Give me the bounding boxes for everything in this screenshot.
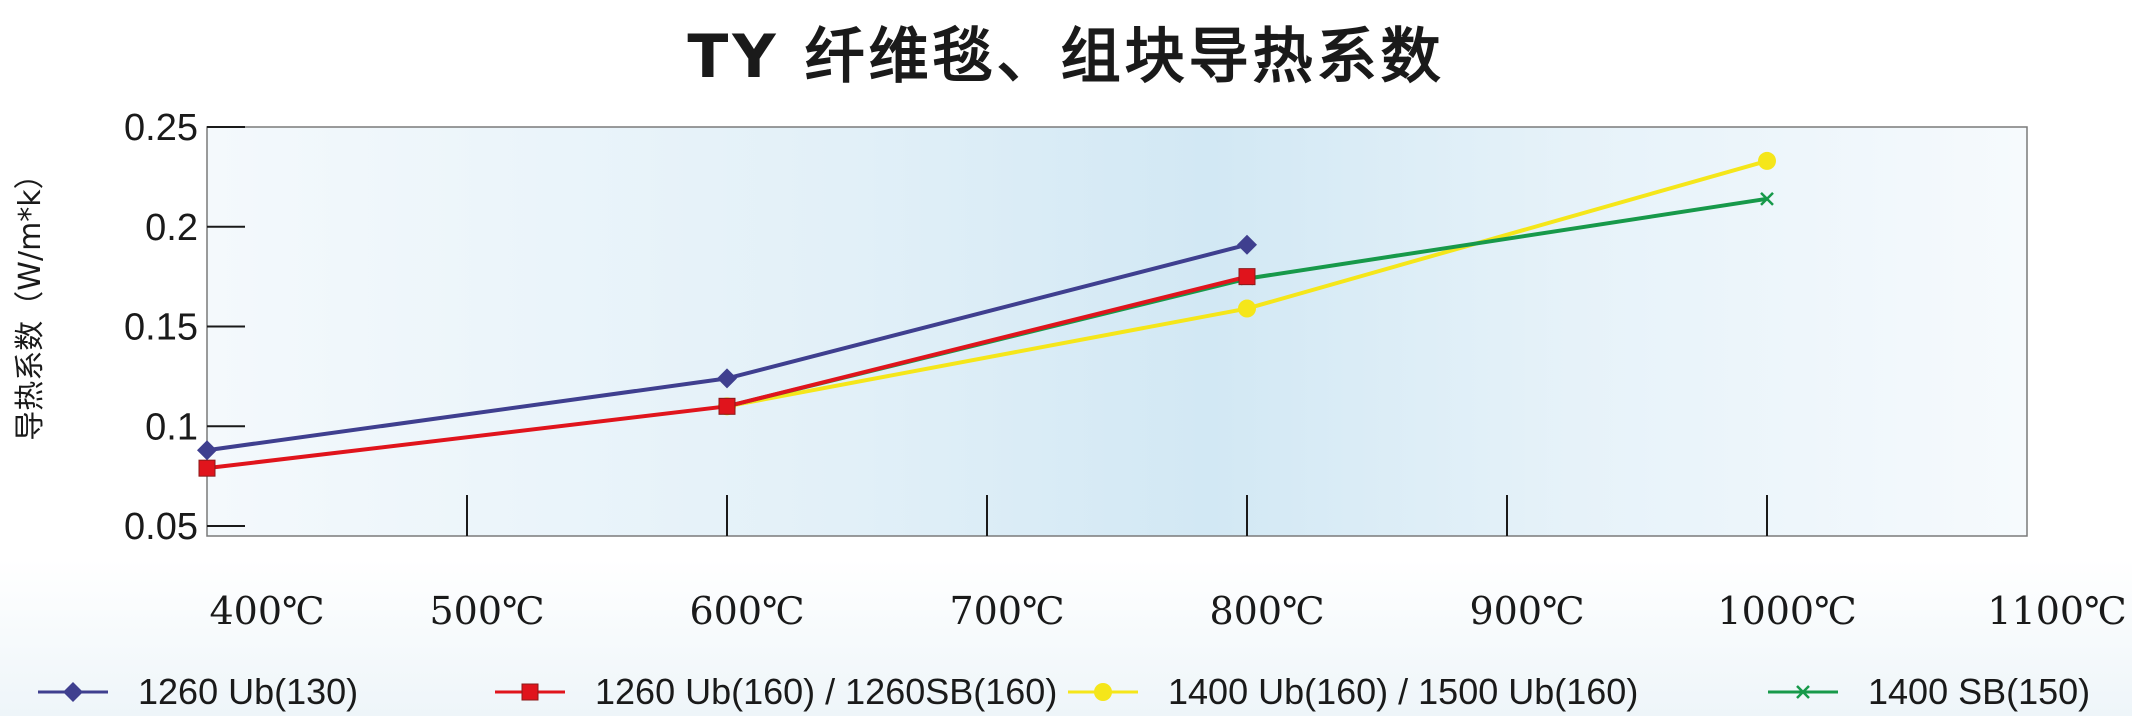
series-1 <box>197 234 1257 461</box>
x-tick-label: 400℃ <box>209 589 324 633</box>
data-point-marker <box>197 440 217 461</box>
data-point-marker <box>1237 234 1257 255</box>
y-tick-label: 0.15 <box>124 307 198 349</box>
data-point-marker <box>1760 191 1774 206</box>
x-tick-label: 1000℃ <box>1717 589 1856 633</box>
y-axis-label: 导热系数（W/m*k） <box>13 159 48 440</box>
data-point-marker <box>717 368 737 389</box>
y-tick-label: 0.2 <box>145 207 198 249</box>
data-point-marker <box>718 397 736 415</box>
x-tick-label: 900℃ <box>1469 589 1584 633</box>
data-point-marker <box>1238 299 1256 318</box>
data-point-marker <box>1796 685 1810 699</box>
data-point-marker <box>1094 683 1112 701</box>
legend-label: 1400 SB(150) <box>1868 671 2091 712</box>
axes: 0.05 0.1 0.15 0.2 0.25 400℃ 500℃ 600℃ 700℃ 800℃ 90… <box>124 107 2127 633</box>
y-tick-label: 0.05 <box>124 506 198 548</box>
legend-item: 1400 Ub(160) / 1500 Ub(160) <box>1068 668 1638 716</box>
legend-label: 1260 Ub(130) <box>138 671 359 712</box>
x-tick-label: 700℃ <box>949 589 1064 633</box>
series-2 <box>198 268 1256 477</box>
x-tick-label: 800℃ <box>1209 589 1324 633</box>
y-tick-label: 0.1 <box>145 406 198 448</box>
legend-swatch <box>1068 683 1138 701</box>
data-point-marker <box>1758 151 1776 170</box>
x-tick-label: 1100℃ <box>1987 589 2126 633</box>
legend-label: 1260 Ub(160) / 1260SB(160) <box>595 671 1058 712</box>
legend-label: 1400 Ub(160) / 1500 Ub(160) <box>1168 671 1639 712</box>
legend: 1260 Ub(130) 1260 Ub(160) / 1260SB(160) 14… <box>0 668 2132 716</box>
legend-swatch <box>1768 685 1838 699</box>
legend-item: 1260 Ub(160) / 1260SB(160) <box>495 668 1057 716</box>
series-layer <box>197 151 1776 477</box>
x-tick-label: 500℃ <box>429 589 544 633</box>
y-tick-label: 0.25 <box>124 107 198 149</box>
x-tick-label: 600℃ <box>689 589 804 633</box>
legend-item: 1260 Ub(130) <box>38 668 358 716</box>
data-point-marker <box>1238 268 1256 286</box>
data-point-marker <box>198 459 216 477</box>
legend-swatch <box>495 683 565 701</box>
chart-title: TY 纤维毯、组块导热系数 <box>687 22 1445 92</box>
legend-item: 1400 SB(150) <box>1768 668 2090 716</box>
legend-swatch <box>38 682 108 702</box>
data-point-marker <box>63 682 83 702</box>
data-point-marker <box>521 683 539 701</box>
